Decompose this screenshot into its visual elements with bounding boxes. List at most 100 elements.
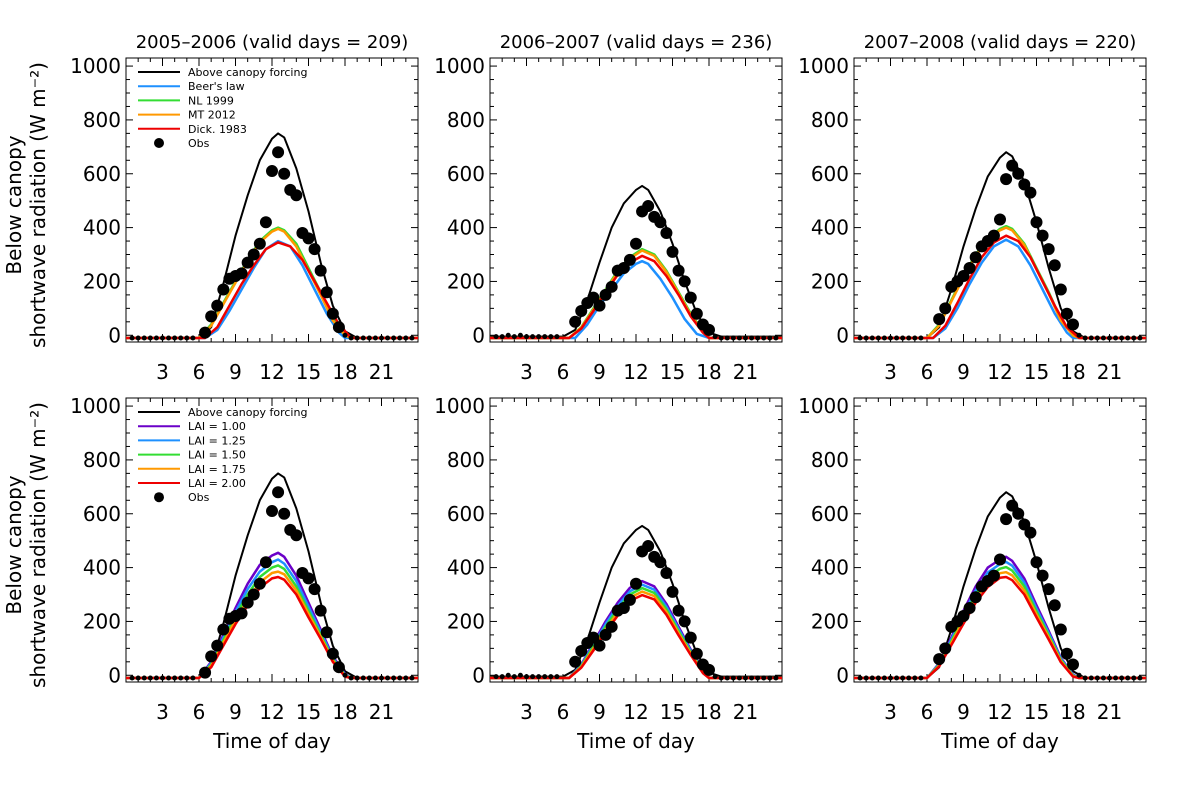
series-line-dick-1983 xyxy=(490,254,782,340)
y-tick-label: 1000 xyxy=(70,54,121,78)
obs-point xyxy=(536,674,542,680)
x-tick-label: 3 xyxy=(884,360,897,384)
obs-point xyxy=(1082,675,1088,681)
obs-point xyxy=(135,675,141,681)
obs-point xyxy=(605,620,618,633)
obs-point xyxy=(524,674,529,680)
obs-point xyxy=(391,335,397,341)
obs-point xyxy=(666,585,679,598)
x-tick-label: 9 xyxy=(229,360,242,384)
obs-point xyxy=(1054,283,1067,296)
obs-point xyxy=(266,505,278,518)
obs-point xyxy=(703,663,715,676)
obs-point xyxy=(761,335,767,341)
obs-point xyxy=(259,556,272,569)
obs-point xyxy=(517,672,523,678)
obs-point xyxy=(672,264,685,277)
obs-point xyxy=(712,674,718,680)
ylabel-top-line1: Below canopy xyxy=(2,135,26,274)
x-tick-label: 15 xyxy=(1024,360,1049,384)
x-tick-label: 9 xyxy=(593,700,606,724)
obs-point xyxy=(205,650,218,663)
obs-point xyxy=(912,335,918,341)
obs-point xyxy=(869,675,875,681)
legend-label: Beer's law xyxy=(188,80,245,93)
legend-label: MT 2012 xyxy=(188,109,236,122)
obs-point xyxy=(875,675,881,681)
obs-point xyxy=(409,675,415,681)
obs-point xyxy=(530,334,536,340)
series-line-lai-2-00 xyxy=(126,575,418,680)
obs-point xyxy=(493,334,499,340)
obs-point xyxy=(724,675,730,681)
x-tick-label: 15 xyxy=(660,360,685,384)
obs-point xyxy=(712,334,718,340)
xlabel-col3: Time of day xyxy=(940,729,1059,753)
obs-point xyxy=(403,335,409,341)
obs-point xyxy=(630,577,642,590)
obs-point xyxy=(493,674,499,680)
obs-point xyxy=(542,674,548,680)
obs-point xyxy=(1100,335,1106,341)
obs-point xyxy=(666,245,679,258)
obs-point xyxy=(332,661,345,674)
x-tick-label: 12 xyxy=(987,360,1012,384)
obs-point xyxy=(881,675,887,681)
obs-point xyxy=(190,675,196,681)
obs-point xyxy=(178,335,184,341)
x-tick-label: 18 xyxy=(696,360,721,384)
obs-point xyxy=(1030,216,1043,229)
obs-point xyxy=(272,146,285,159)
y-tick-label: 200 xyxy=(447,269,485,293)
series-line-beer-s-law xyxy=(854,238,1146,340)
legend-label: LAI = 1.00 xyxy=(188,420,246,433)
obs-point xyxy=(593,299,606,312)
obs-point xyxy=(1137,675,1143,681)
obs-point xyxy=(1024,526,1037,539)
obs-point xyxy=(217,623,230,636)
x-tick-label: 6 xyxy=(557,700,570,724)
obs-point xyxy=(994,213,1006,226)
y-tick-label: 800 xyxy=(811,448,849,472)
obs-point xyxy=(403,675,409,681)
plot-frame xyxy=(853,57,1147,343)
x-tick-label: 3 xyxy=(520,360,533,384)
obs-point xyxy=(1113,335,1119,341)
obs-point xyxy=(900,335,906,341)
x-tick-label: 12 xyxy=(259,700,284,724)
obs-point xyxy=(308,243,321,256)
panel-title: 2005–2006 (valid days = 209) xyxy=(136,32,409,53)
series-line-lai-1-75 xyxy=(126,570,418,680)
obs-point xyxy=(524,334,529,340)
obs-point xyxy=(963,601,976,614)
y-tick-label: 0 xyxy=(108,323,121,347)
x-tick-label: 21 xyxy=(733,700,758,724)
y-tick-label: 0 xyxy=(472,323,485,347)
series-line-above-canopy-forcing xyxy=(854,151,1146,339)
obs-point xyxy=(761,675,767,681)
obs-point xyxy=(253,237,266,250)
obs-point xyxy=(654,216,667,229)
obs-point xyxy=(888,335,893,341)
obs-point xyxy=(1100,675,1106,681)
obs-point xyxy=(678,275,691,288)
obs-point xyxy=(184,335,190,341)
y-tick-label: 600 xyxy=(811,162,849,186)
obs-point xyxy=(172,675,178,681)
obs-point xyxy=(354,675,360,681)
obs-point xyxy=(918,335,924,341)
legend-label: LAI = 1.75 xyxy=(188,463,246,476)
obs-point xyxy=(505,672,511,678)
y-tick-label: 0 xyxy=(836,323,849,347)
x-tick-label: 6 xyxy=(193,700,206,724)
obs-point xyxy=(199,666,212,679)
obs-point xyxy=(755,335,761,341)
obs-point xyxy=(630,237,642,250)
obs-point xyxy=(391,675,397,681)
y-tick-label: 400 xyxy=(811,556,849,580)
obs-point xyxy=(147,675,153,681)
x-tick-label: 3 xyxy=(156,360,169,384)
series-line-beer-s-law xyxy=(126,239,418,340)
legend-label: Obs xyxy=(188,491,210,504)
